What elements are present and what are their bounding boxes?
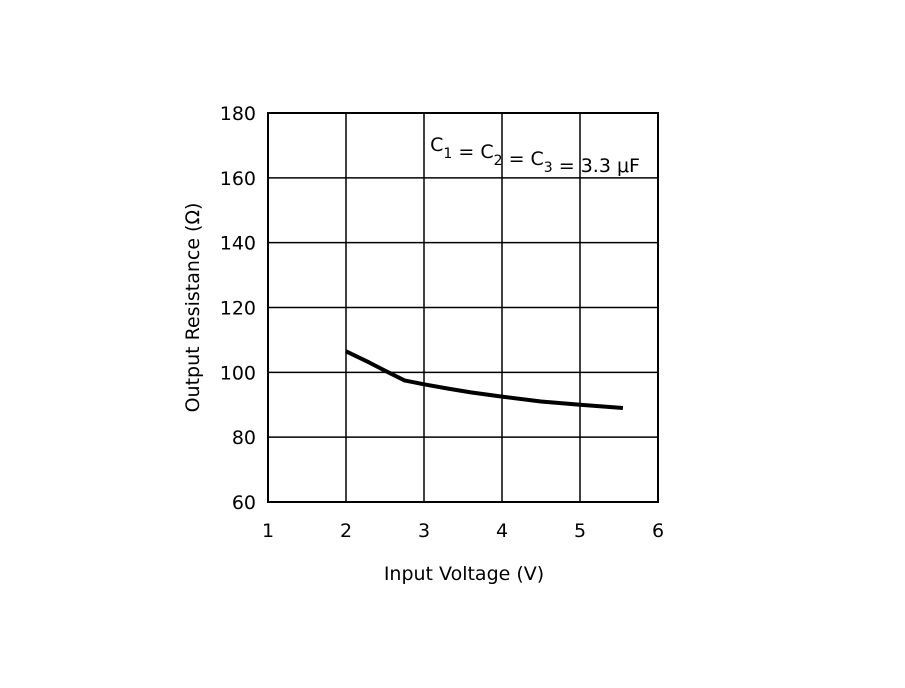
series-line bbox=[345, 349, 624, 410]
series-layer bbox=[345, 349, 624, 410]
annotation-text: C bbox=[430, 134, 443, 156]
y-tick-label: 100 bbox=[220, 362, 256, 384]
x-tick-label: 6 bbox=[652, 520, 664, 542]
y-tick-label: 180 bbox=[220, 103, 256, 125]
y-tick-label: 140 bbox=[220, 233, 256, 255]
y-tick-label: 160 bbox=[220, 168, 256, 190]
annotation-text: = C bbox=[503, 148, 544, 170]
y-axis-label: Output Resistance (Ω) bbox=[182, 203, 204, 413]
grid-lines bbox=[268, 113, 658, 502]
annotation-subscript: 2 bbox=[494, 153, 503, 169]
capacitor-annotation: C1 = C2 = C3 = 3.3 μF bbox=[430, 134, 640, 177]
x-axis-label: Input Voltage (V) bbox=[384, 563, 544, 585]
x-tick-label: 4 bbox=[496, 520, 508, 542]
x-tick-labels: 1 2 3 4 5 6 bbox=[262, 520, 664, 542]
x-tick-label: 3 bbox=[418, 520, 430, 542]
annotation-subscript: 3 bbox=[544, 160, 553, 176]
y-tick-labels: 60 80 100 120 140 160 180 bbox=[220, 103, 256, 514]
y-tick-label: 60 bbox=[232, 492, 256, 514]
x-tick-label: 1 bbox=[262, 520, 274, 542]
x-tick-label: 5 bbox=[574, 520, 586, 542]
x-tick-label: 2 bbox=[340, 520, 352, 542]
y-tick-label: 80 bbox=[232, 427, 256, 449]
plot-frame bbox=[267, 112, 659, 503]
annotation-subscript: 1 bbox=[443, 146, 452, 162]
annotation-text: = C bbox=[452, 141, 493, 163]
y-tick-label: 120 bbox=[220, 298, 256, 320]
annotation-text: = 3.3 μF bbox=[553, 155, 640, 177]
